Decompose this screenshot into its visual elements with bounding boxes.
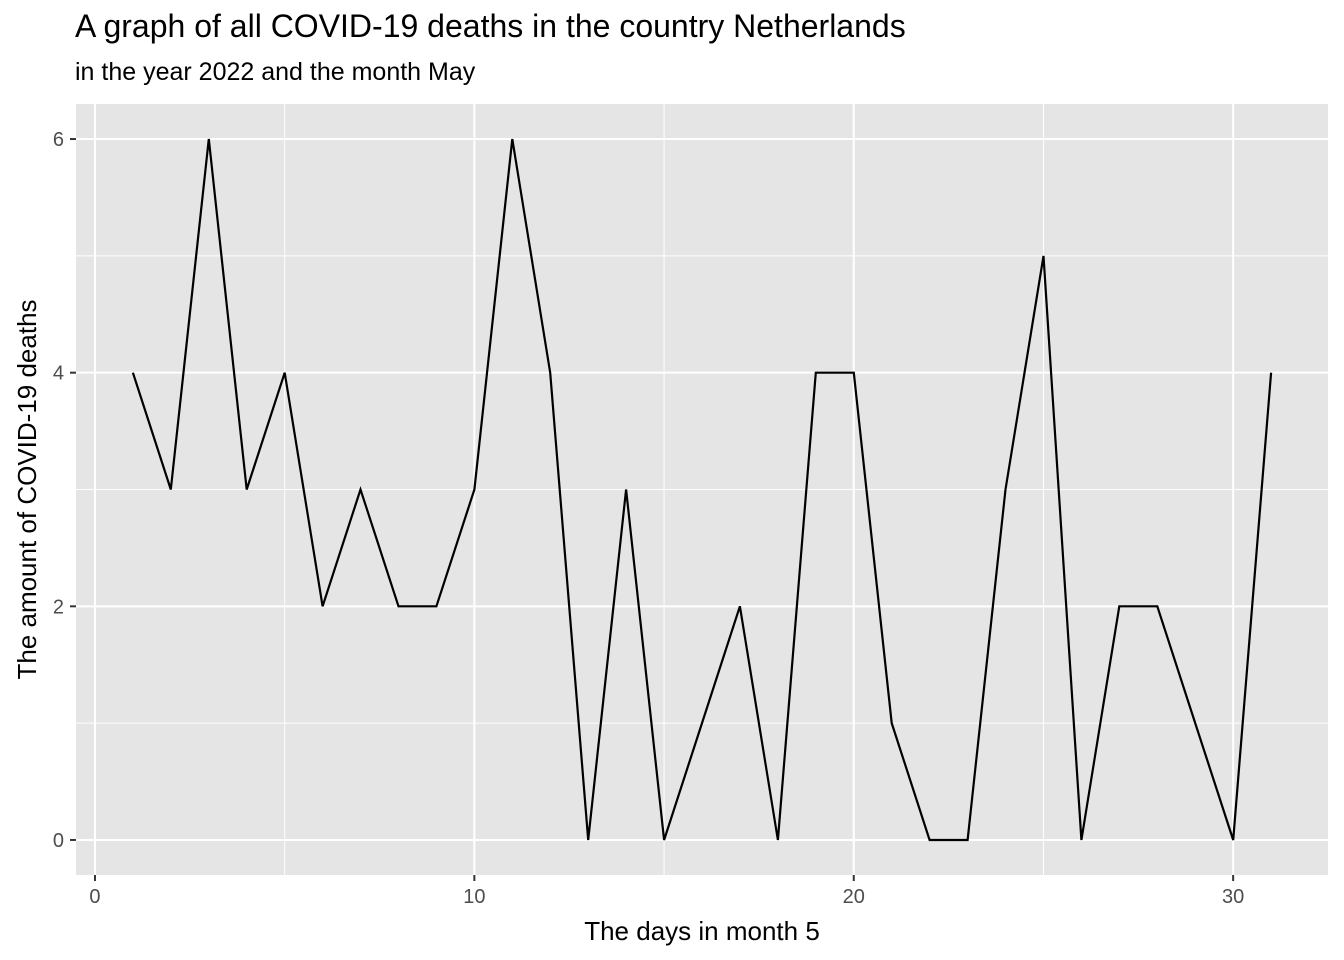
y-tick-label: 2 <box>53 596 64 618</box>
x-tick-label: 10 <box>463 886 485 908</box>
series-layer <box>131 138 1273 842</box>
x-axis-title: The days in month 5 <box>584 916 820 946</box>
y-axis: 0 2 4 6 <box>53 129 76 852</box>
x-axis: 0 10 20 30 <box>89 875 1244 908</box>
y-tick-label: 0 <box>53 830 64 852</box>
x-tick-label: 30 <box>1222 886 1244 908</box>
x-tick-label: 20 <box>843 886 865 908</box>
y-axis-title: The amount of COVID-19 deaths <box>12 299 42 679</box>
series-line <box>131 138 1273 842</box>
y-tick-label: 4 <box>53 363 64 385</box>
chart-subtitle: in the year 2022 and the month May <box>75 58 476 86</box>
chart-title: A graph of all COVID-19 deaths in the co… <box>75 8 906 44</box>
y-tick-label: 6 <box>53 129 64 151</box>
x-tick-label: 0 <box>89 886 100 908</box>
